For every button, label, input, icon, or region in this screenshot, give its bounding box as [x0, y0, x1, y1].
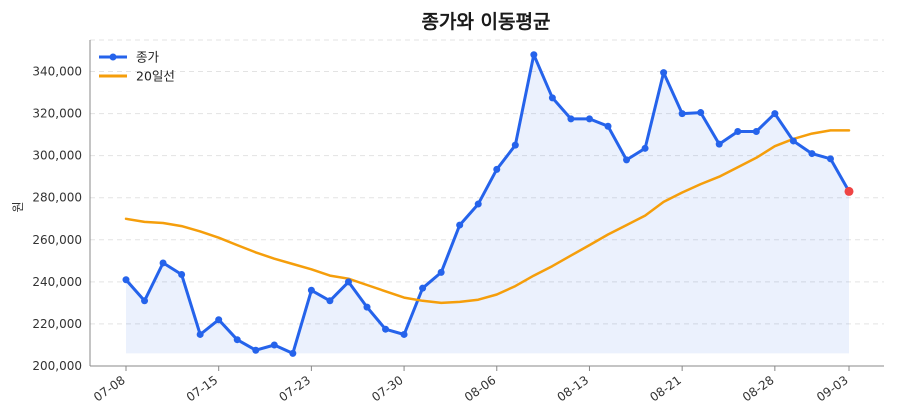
x-tick-label: 08-06 [462, 373, 499, 404]
y-tick-label: 300,000 [32, 149, 82, 163]
y-tick-label: 320,000 [32, 107, 82, 121]
data-point [344, 278, 352, 286]
data-point [307, 286, 315, 294]
x-tick-label: 07-23 [277, 373, 314, 404]
data-point [771, 110, 779, 118]
legend: 종가 20일선 [99, 50, 175, 84]
series-line-1 [124, 129, 851, 305]
data-point [233, 336, 241, 344]
series-line-0 [124, 53, 851, 355]
data-point [641, 144, 649, 152]
marker-layer [122, 51, 854, 357]
x-tick-label: 08-13 [555, 373, 592, 404]
data-point [530, 51, 538, 59]
y-tick-label: 240,000 [32, 275, 82, 289]
y-axis-label: 원 [11, 201, 25, 212]
y-tick-label: 200,000 [32, 359, 82, 373]
grid-layer [90, 39, 884, 367]
data-point [604, 122, 612, 130]
data-point [270, 341, 278, 349]
data-point [585, 115, 593, 123]
data-point [715, 140, 723, 148]
data-point [789, 137, 797, 145]
legend-marker-0 [109, 53, 117, 61]
area-layer [126, 54, 849, 354]
data-point [382, 325, 390, 333]
x-tick-label: 08-28 [740, 373, 777, 404]
data-point [178, 271, 186, 279]
y-tick-label: 340,000 [32, 65, 82, 79]
x-tick-label: 07-15 [184, 373, 221, 404]
data-point [752, 127, 760, 135]
data-point [215, 316, 223, 324]
data-point [660, 69, 668, 77]
data-point [697, 109, 705, 117]
y-tick-label: 280,000 [32, 191, 82, 205]
data-point [196, 330, 204, 338]
y-tick-label: 220,000 [32, 317, 82, 331]
data-point [122, 276, 130, 284]
data-point [474, 200, 482, 208]
x-tick-label: 08-21 [647, 373, 684, 404]
data-point [400, 330, 408, 338]
data-point [493, 165, 501, 173]
line-layer [124, 53, 851, 355]
legend-label-1: 20일선 [136, 69, 175, 84]
data-point [826, 155, 834, 163]
last-point-marker [844, 186, 854, 196]
data-point [734, 127, 742, 135]
data-point [548, 94, 556, 102]
data-point [289, 349, 297, 357]
x-tick-label: 07-08 [91, 373, 128, 404]
chart-title: 종가와 이동평균 [422, 11, 551, 33]
series-area-0 [126, 54, 849, 354]
y-tick-label: 260,000 [32, 233, 82, 247]
data-point [363, 303, 371, 311]
data-point [159, 259, 167, 267]
data-point [437, 268, 445, 276]
data-point [419, 284, 427, 292]
data-point [678, 110, 686, 118]
data-point [252, 346, 260, 354]
x-tick-label: 07-30 [369, 373, 406, 404]
data-point [808, 150, 816, 158]
legend-label-0: 종가 [136, 50, 160, 65]
data-point [567, 115, 575, 123]
data-point [141, 297, 149, 305]
data-point [511, 141, 519, 149]
data-point [623, 156, 631, 164]
data-point [326, 297, 334, 305]
data-point [456, 221, 464, 229]
x-tick-label: 09-03 [814, 373, 851, 404]
